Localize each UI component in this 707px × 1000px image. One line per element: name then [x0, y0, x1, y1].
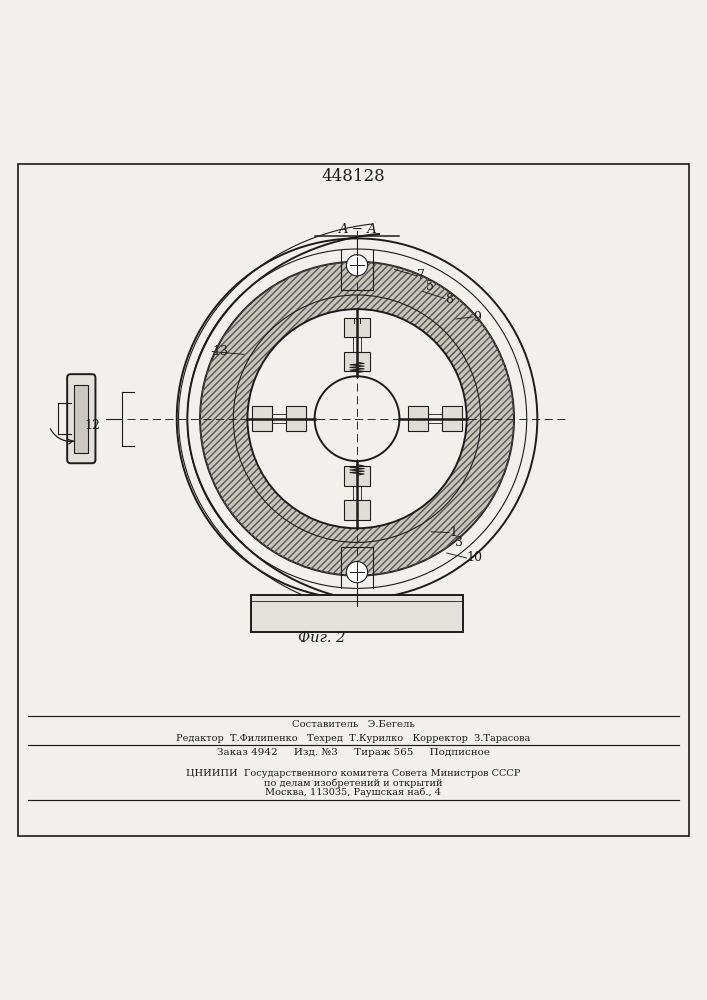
Text: Фиг. 2: Фиг. 2 — [298, 631, 346, 645]
Bar — [252, 406, 272, 431]
Bar — [442, 406, 462, 431]
Text: Москва, 113035, Раушская наб., 4: Москва, 113035, Раушская наб., 4 — [266, 787, 441, 797]
Text: A − A: A − A — [338, 223, 376, 236]
Text: 12: 12 — [85, 419, 100, 432]
Text: 8: 8 — [445, 293, 453, 306]
Text: Составитель   Э.Бегель: Составитель Э.Бегель — [292, 720, 415, 729]
Text: 13: 13 — [212, 345, 228, 358]
Circle shape — [315, 376, 399, 461]
Text: Заказ 4942     Изд. №3     Тираж 565     Подписное: Заказ 4942 Изд. №3 Тираж 565 Подписное — [217, 748, 490, 757]
Bar — [344, 352, 370, 371]
Bar — [251, 595, 463, 632]
Circle shape — [247, 309, 467, 528]
Text: 5: 5 — [426, 280, 434, 293]
Circle shape — [346, 255, 368, 276]
Bar — [344, 318, 370, 337]
Text: ЦНИИПИ  Государственного комитета Совета Министров СССР: ЦНИИПИ Государственного комитета Совета … — [187, 769, 520, 778]
Bar — [286, 406, 306, 431]
Text: 3: 3 — [455, 536, 463, 549]
Bar — [344, 500, 370, 520]
Text: 1: 1 — [449, 526, 457, 539]
Bar — [74, 385, 88, 453]
Circle shape — [346, 562, 368, 583]
Text: Редактор  Т.Филипенко   Техред  Т.Курилко   Корректор  З.Тарасова: Редактор Т.Филипенко Техред Т.Курилко Ко… — [176, 734, 531, 743]
Text: 7: 7 — [417, 269, 425, 282]
Text: по делам изобретений и открытий: по делам изобретений и открытий — [264, 778, 443, 788]
Bar — [344, 466, 370, 486]
Bar — [408, 406, 428, 431]
Circle shape — [200, 262, 514, 576]
Text: 10: 10 — [467, 551, 483, 564]
FancyBboxPatch shape — [67, 374, 95, 463]
Text: 9: 9 — [474, 311, 481, 324]
Text: 448128: 448128 — [322, 168, 385, 185]
